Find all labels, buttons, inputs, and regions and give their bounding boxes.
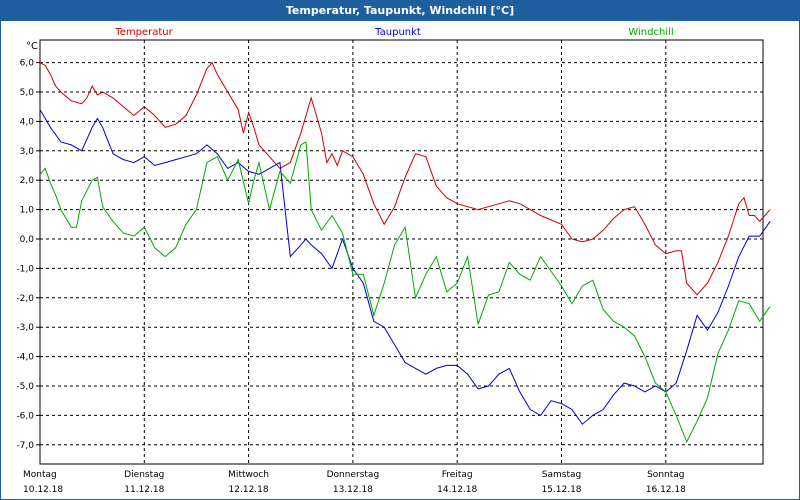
series-lines bbox=[39, 61, 771, 444]
x-tick-date: 10.12.18 bbox=[23, 485, 63, 495]
grid bbox=[40, 40, 763, 464]
y-tick-label: -7,0 bbox=[16, 441, 34, 451]
y-tick-label: -1,0 bbox=[16, 264, 34, 274]
y-tick-label: 0,0 bbox=[20, 235, 35, 245]
x-tick-date: 14.12.18 bbox=[437, 485, 477, 495]
x-tick-date: 13.12.18 bbox=[333, 485, 373, 495]
line-chart: 6,0 5,0 4,0 3,0 2,0 1,0 0,0 -1,0 -2,0 -3,0 -4,0 -5,… bbox=[16, 27, 771, 495]
x-tick-day: Mittwoch bbox=[228, 470, 269, 480]
x-tick-date: 15.12.18 bbox=[541, 485, 581, 495]
series-line-windchill bbox=[39, 141, 771, 444]
x-tick-date: 12.12.18 bbox=[229, 485, 269, 495]
legend-temperatur: Temperatur bbox=[114, 27, 173, 38]
y-tick-label: -5,0 bbox=[16, 382, 34, 392]
series-line-temperatur bbox=[39, 61, 771, 296]
y-tick-label: 5,0 bbox=[20, 88, 35, 98]
x-axis-ticks: Montag 10.12.18 Dienstag 11.12.18 Mittwoch 12… bbox=[23, 470, 686, 495]
legend-windchill: Windchill bbox=[628, 27, 673, 38]
x-tick-day: Freitag bbox=[442, 470, 473, 480]
x-tick-day: Donnerstag bbox=[327, 470, 380, 480]
y-axis-ticks: 6,0 5,0 4,0 3,0 2,0 1,0 0,0 -1,0 -2,0 -3,0 -4,0 -5,… bbox=[16, 59, 40, 451]
plot-area bbox=[39, 39, 764, 465]
y-tick-label: 6,0 bbox=[20, 59, 35, 69]
y-tick-label: 2,0 bbox=[20, 176, 35, 186]
x-tick-date: 16.12.18 bbox=[646, 485, 686, 495]
y-tick-label: -3,0 bbox=[16, 323, 34, 333]
y-tick-label: -2,0 bbox=[16, 294, 34, 304]
window-title: Temperatur, Taupunkt, Windchill [°C] bbox=[1, 1, 799, 21]
y-tick-label: 3,0 bbox=[20, 147, 35, 157]
legend-taupunkt: Taupunkt bbox=[374, 27, 421, 38]
y-tick-label: 1,0 bbox=[20, 206, 35, 216]
y-tick-label: -4,0 bbox=[16, 353, 34, 363]
legend: Temperatur Taupunkt Windchill bbox=[114, 27, 673, 38]
x-tick-day: Samstag bbox=[542, 470, 581, 480]
series-line-taupunkt bbox=[39, 109, 771, 425]
x-tick-date: 11.12.18 bbox=[124, 485, 164, 495]
x-tick-day: Montag bbox=[23, 470, 57, 480]
y-axis-unit: °C bbox=[26, 41, 38, 52]
y-tick-label: 4,0 bbox=[20, 117, 35, 127]
x-tick-day: Dienstag bbox=[124, 470, 164, 480]
x-tick-day: Sonntag bbox=[647, 470, 684, 480]
y-tick-label: -6,0 bbox=[16, 411, 34, 421]
